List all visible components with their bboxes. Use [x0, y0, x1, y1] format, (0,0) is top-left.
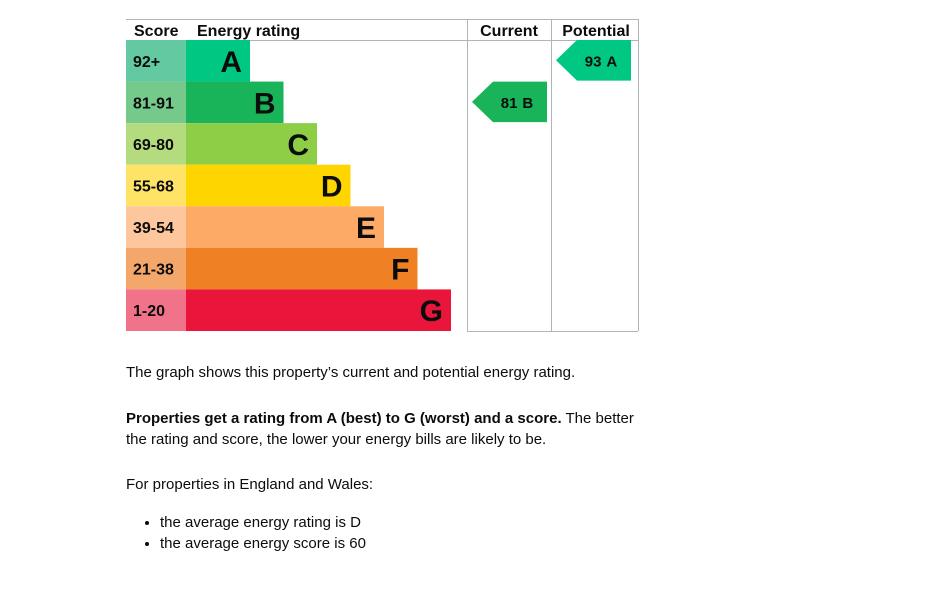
score-label: 21-38	[133, 262, 174, 279]
score-cell	[126, 81, 186, 124]
score-label: 39-54	[133, 220, 174, 237]
rating-bar	[186, 40, 250, 82]
current-arrow	[472, 81, 547, 123]
rating-bar	[186, 81, 284, 124]
current-label: 81 B	[501, 95, 534, 112]
header-rating: Energy rating	[197, 23, 300, 40]
score-label: 1-20	[133, 303, 165, 320]
score-cell	[126, 164, 186, 207]
rating-letter: F	[391, 254, 409, 287]
rating-bar	[186, 123, 317, 165]
rating-bar	[186, 247, 418, 290]
score-cell	[126, 123, 186, 165]
header-potential: Potential	[562, 23, 630, 40]
potential-arrow	[556, 40, 631, 81]
score-cell	[126, 289, 186, 331]
score-label: 69-80	[133, 137, 174, 154]
rating-letter: C	[287, 129, 309, 162]
score-cell	[126, 40, 186, 82]
paragraph: For properties in England and Wales:	[126, 476, 374, 493]
current-score: 81	[501, 95, 518, 112]
bullet: the average energy score is 60	[160, 533, 680, 554]
score-cell	[126, 247, 186, 290]
epc-chart: Score Energy rating Current Potential 92…	[126, 19, 639, 332]
paragraph: Properties get a rating from A (best) to…	[126, 408, 646, 450]
bullet: the average energy rating is D	[160, 512, 680, 533]
rating-letter: G	[420, 295, 443, 328]
rating-bar	[186, 289, 451, 331]
rating-letter: D	[321, 170, 343, 203]
bullet-list: the average energy rating is D the avera…	[126, 512, 680, 554]
rating-letter: A	[220, 46, 242, 79]
rating-letter: E	[356, 212, 376, 245]
rating-letter: B	[254, 87, 276, 120]
bold-text: Properties get a rating from A (best) to…	[126, 410, 562, 427]
score-cell	[126, 206, 186, 248]
potential-score: 93	[585, 53, 602, 70]
potential-letter: A	[606, 53, 617, 70]
potential-label: 93 A	[585, 53, 618, 70]
header-current: Current	[480, 23, 538, 40]
score-label: 92+	[133, 54, 160, 71]
score-label: 81-91	[133, 95, 174, 112]
paragraph: The graph shows this property’s current …	[126, 364, 576, 381]
current-letter: B	[522, 95, 533, 112]
score-label: 55-68	[133, 178, 174, 195]
rating-bar	[186, 206, 384, 248]
header-score: Score	[134, 23, 179, 40]
rating-bar	[186, 164, 351, 207]
text: The better the rating and score, the low…	[126, 410, 634, 448]
